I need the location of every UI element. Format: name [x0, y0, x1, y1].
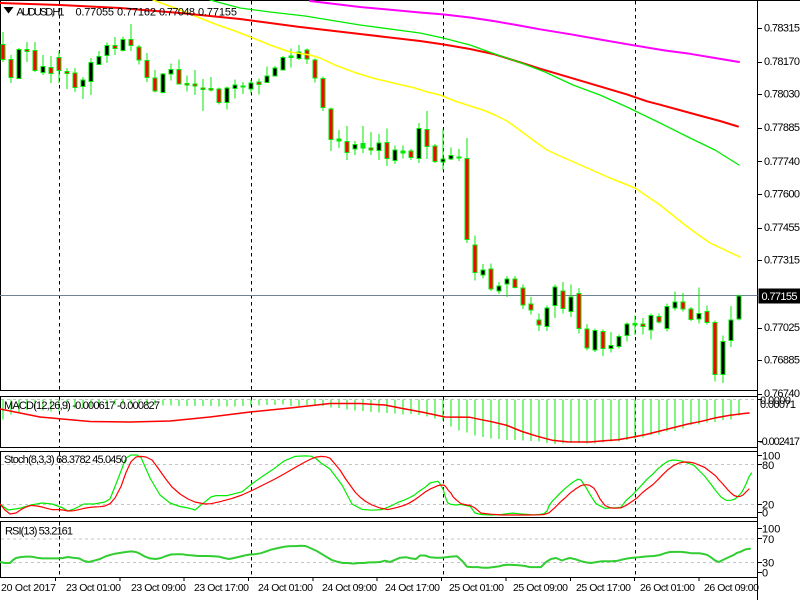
svg-text:0.77055: 0.77055: [76, 7, 115, 19]
svg-text:23 Oct 17:00: 23 Oct 17:00: [194, 582, 249, 594]
svg-text:26 Oct 01:00: 26 Oct 01:00: [640, 582, 695, 594]
svg-text:0: 0: [762, 567, 768, 579]
svg-text:20 Oct 2017: 20 Oct 2017: [1, 582, 56, 594]
svg-text:70: 70: [762, 534, 774, 546]
svg-text:23 Oct 09:00: 23 Oct 09:00: [131, 582, 186, 594]
svg-text:24 Oct 17:00: 24 Oct 17:00: [385, 582, 440, 594]
svg-text:26 Oct 09:00: 26 Oct 09:00: [704, 582, 759, 594]
svg-text:0.78030: 0.78030: [764, 89, 800, 101]
svg-text:0.77455: 0.77455: [764, 222, 800, 234]
svg-text:-0.002417: -0.002417: [759, 436, 800, 448]
svg-text:RSI(13) 53.2161: RSI(13) 53.2161: [5, 526, 73, 538]
svg-text:0.77155: 0.77155: [762, 291, 798, 303]
svg-text:0.78315: 0.78315: [764, 22, 800, 34]
svg-text:24 Oct 09:00: 24 Oct 09:00: [322, 582, 377, 594]
svg-text:0.77740: 0.77740: [764, 156, 800, 168]
svg-text:80: 80: [762, 460, 774, 472]
svg-text:0.77048: 0.77048: [159, 7, 195, 19]
svg-text:30: 30: [762, 557, 774, 569]
svg-text:0.77025: 0.77025: [764, 322, 800, 334]
svg-text:0.0000: 0.0000: [760, 395, 791, 407]
svg-text:0.76885: 0.76885: [764, 355, 800, 367]
svg-text:0.77155: 0.77155: [198, 7, 237, 19]
svg-text:24 Oct 01:00: 24 Oct 01:00: [258, 582, 313, 594]
svg-text:MACD(12,26,9) -0.000617 -0.000: MACD(12,26,9) -0.000617 -0.000827: [4, 400, 160, 412]
svg-text:0.00071: 0.00071: [760, 399, 796, 411]
svg-text:Stoch(8,3,3) 68.3782 45.0450: Stoch(8,3,3) 68.3782 45.0450: [4, 454, 127, 466]
svg-text:25 Oct 01:00: 25 Oct 01:00: [449, 582, 504, 594]
svg-text:0.78170: 0.78170: [764, 56, 800, 68]
svg-text:23 Oct 01:00: 23 Oct 01:00: [66, 582, 121, 594]
svg-text:100: 100: [762, 451, 780, 463]
svg-text:0.77885: 0.77885: [764, 122, 800, 134]
svg-text:0.77162: 0.77162: [117, 7, 156, 19]
svg-text:0: 0: [762, 507, 768, 519]
svg-text:100: 100: [762, 524, 780, 536]
svg-text:0.76740: 0.76740: [764, 388, 800, 400]
svg-text:25 Oct 09:00: 25 Oct 09:00: [513, 582, 568, 594]
svg-text:25 Oct 17:00: 25 Oct 17:00: [576, 582, 631, 594]
svg-text:0.77600: 0.77600: [764, 188, 800, 200]
svg-text:0.77315: 0.77315: [764, 255, 800, 267]
svg-text:AUDUSD,H1: AUDUSD,H1: [17, 7, 65, 19]
svg-text:20: 20: [762, 500, 774, 512]
